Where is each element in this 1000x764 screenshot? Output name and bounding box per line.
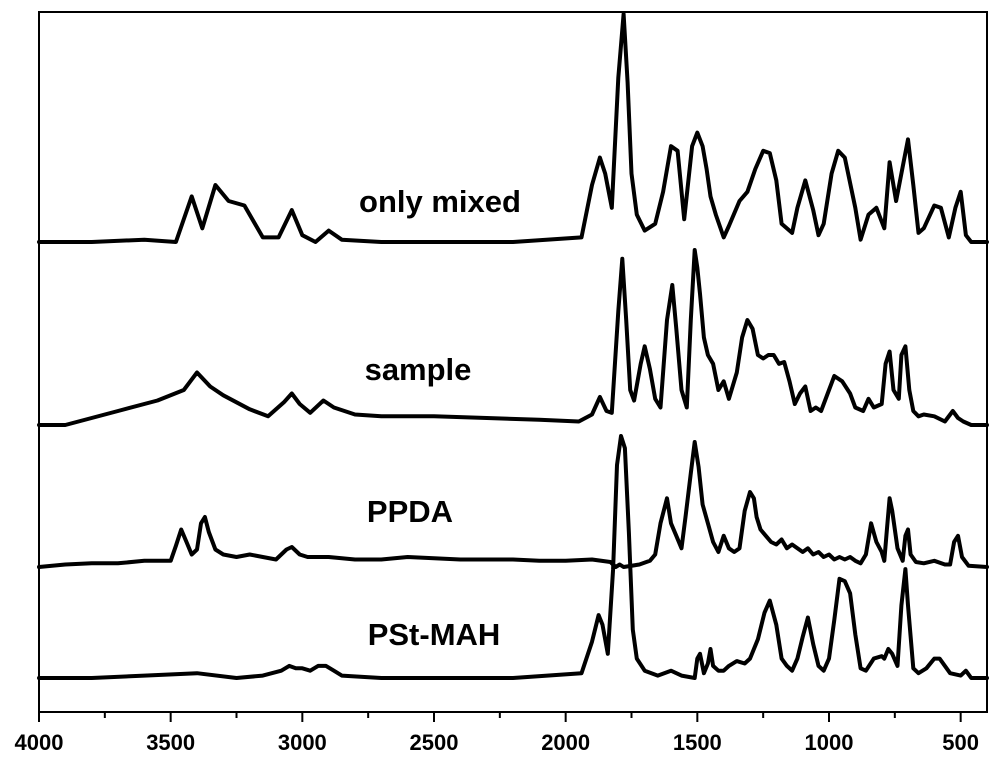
x-axis-ticks [39, 712, 961, 722]
x-tick-label: 2500 [410, 730, 459, 755]
x-tick-label: 1000 [805, 730, 854, 755]
series-label-pst-mah: PSt-MAH [368, 617, 501, 652]
series-line-sample [39, 250, 987, 425]
x-tick-label: 1500 [673, 730, 722, 755]
plot-frame [39, 12, 987, 712]
x-axis-tick-labels: 4000 3500 3000 2500 2000 1500 1000 500 [15, 730, 980, 755]
x-tick-label: 3500 [146, 730, 195, 755]
series-label-sample: sample [365, 352, 472, 387]
spectra-series [39, 14, 987, 678]
x-tick-label: 3000 [278, 730, 327, 755]
x-tick-label: 2000 [541, 730, 590, 755]
series-line-ppda [39, 442, 987, 567]
x-tick-label: 4000 [15, 730, 64, 755]
series-label-only-mixed: only mixed [359, 184, 521, 219]
series-label-ppda: PPDA [367, 494, 453, 529]
x-tick-label: 500 [942, 730, 979, 755]
series-line-pst-mah [39, 436, 987, 678]
